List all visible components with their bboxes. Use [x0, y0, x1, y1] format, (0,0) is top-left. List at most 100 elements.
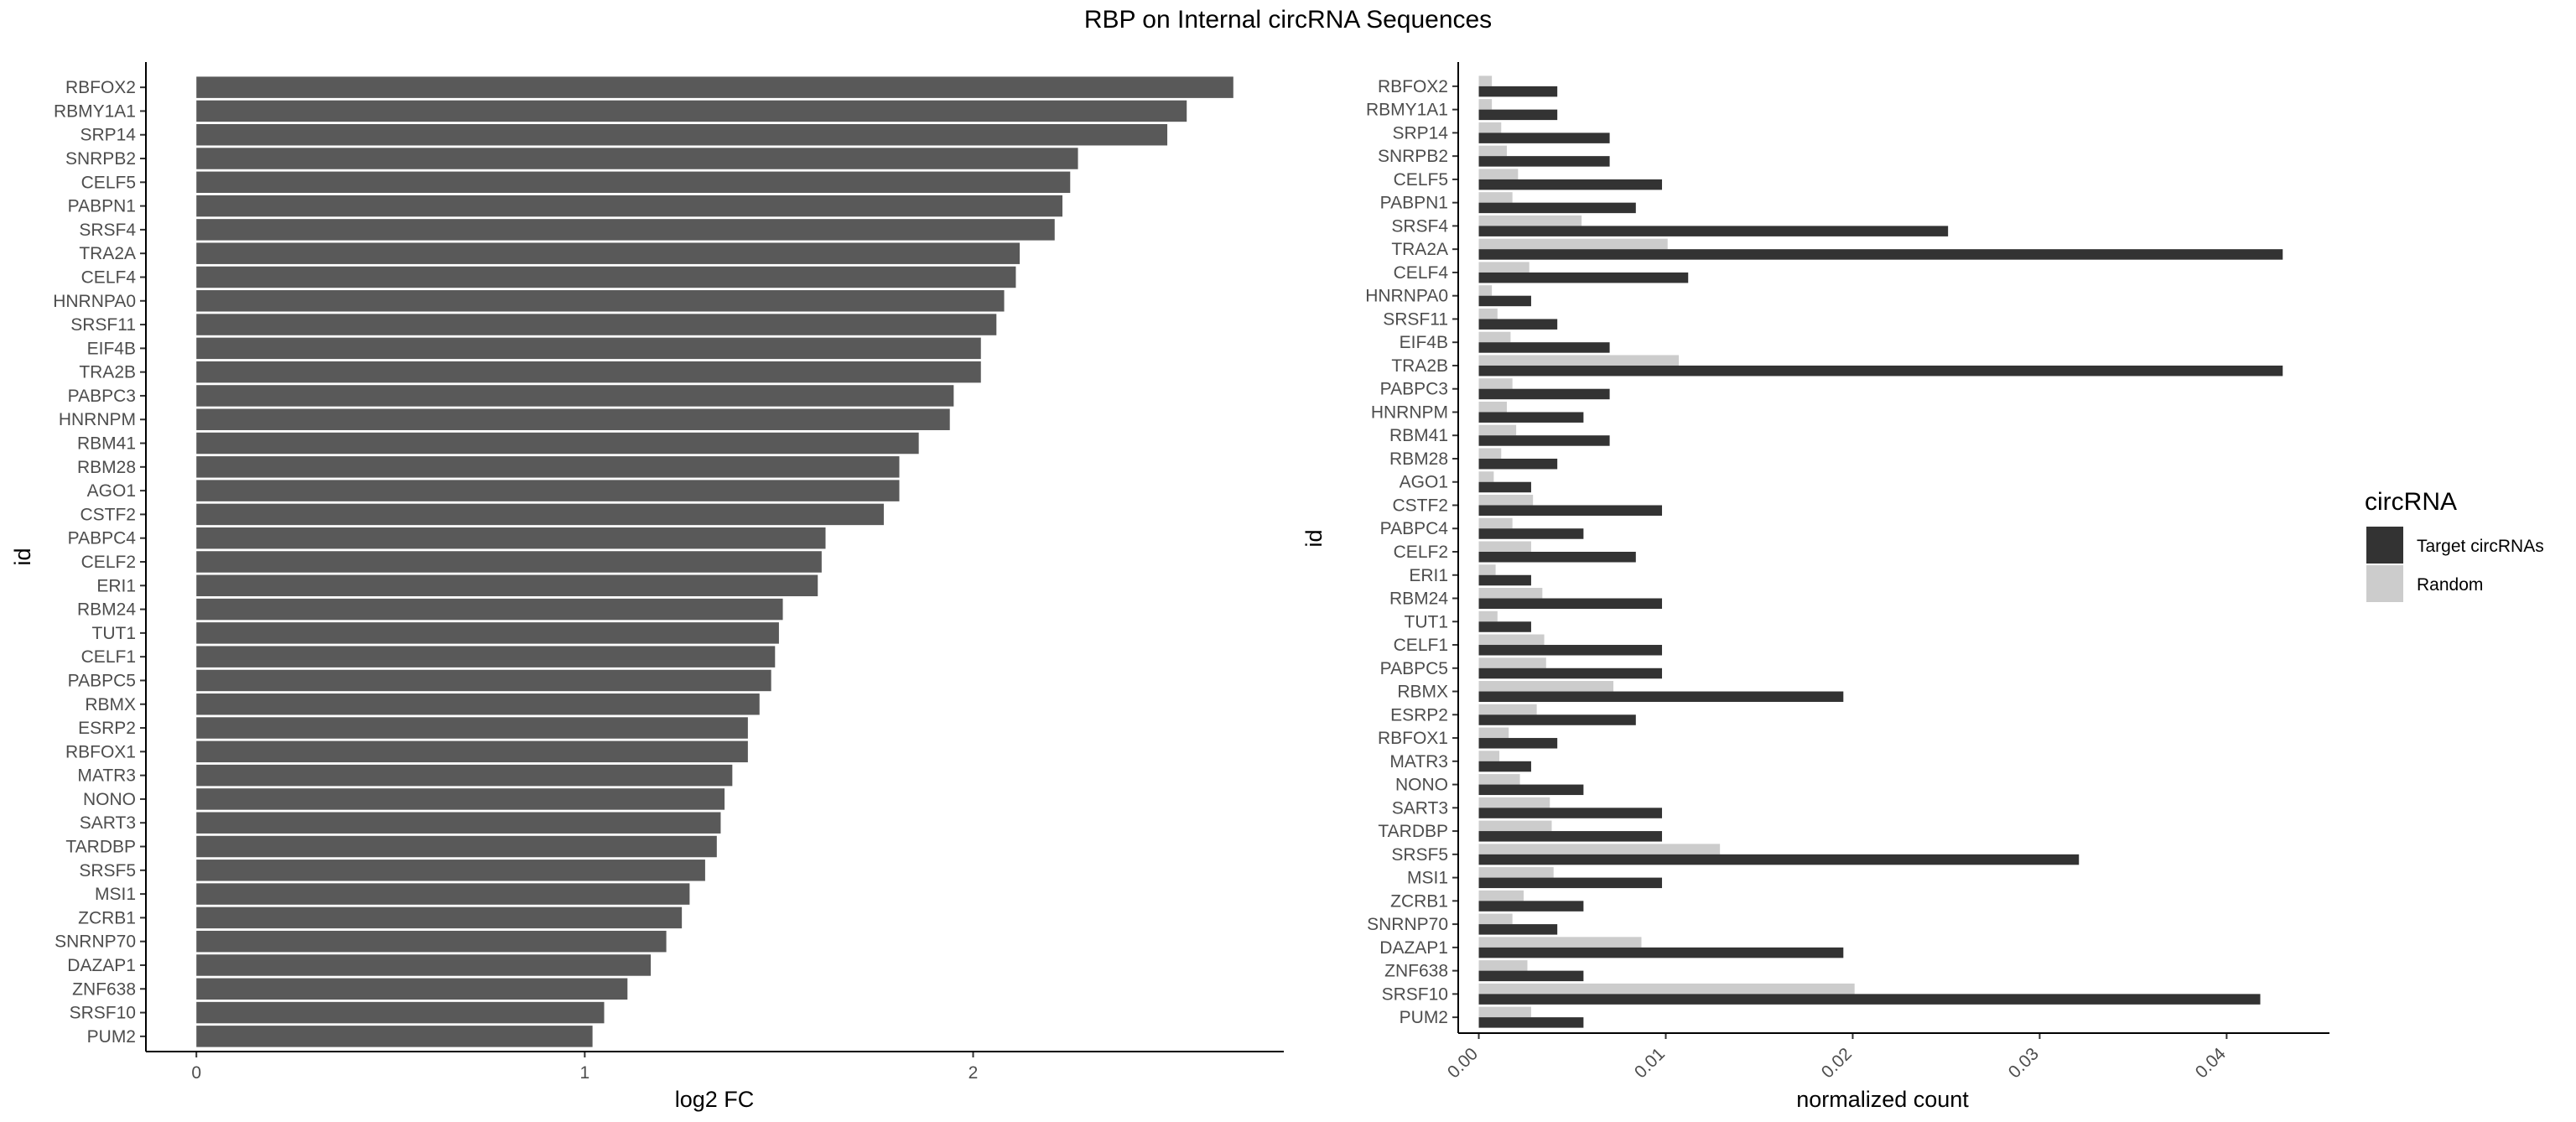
right-bar-random-pabpc3: [1478, 378, 1513, 389]
right-y-tick-label: SRSF5: [1391, 845, 1448, 865]
left-bar-pabpc5: [196, 669, 771, 692]
right-bar-random-msi1: [1478, 867, 1554, 878]
left-bar-cstf2: [196, 503, 884, 526]
left-y-tick-label: SRSF4: [79, 221, 136, 240]
left-bar-srsf4: [196, 219, 1055, 241]
right-x-tick-label: 0.02: [1818, 1044, 1856, 1082]
right-y-tick-label: CELF2: [1394, 543, 1448, 562]
right-y-tick-label: CSTF2: [1392, 496, 1448, 515]
right-x-ticks: 0.00 0.01 0.02 0.03 0.04: [1444, 1033, 2230, 1082]
left-bar-rbfox2: [196, 76, 1233, 98]
right-bar-random-celf5: [1478, 169, 1519, 179]
right-y-tick-label: EIF4B: [1400, 333, 1448, 352]
right-bar-target-celf2: [1478, 552, 1636, 563]
right-bar-target-znf638: [1478, 970, 1584, 982]
legend-key-target: [2366, 527, 2403, 564]
left-bar-srsf11: [196, 314, 997, 335]
left-y-tick-label: SNRNP70: [55, 932, 136, 952]
right-bar-target-pabpn1: [1478, 202, 1636, 214]
right-y-tick-label: NONO: [1395, 776, 1448, 795]
right-bar-random-rbm24: [1478, 588, 1543, 599]
left-y-tick-label: ERI1: [96, 576, 136, 595]
right-y-tick-label: SART3: [1392, 798, 1448, 818]
left-bar-pabpn1: [196, 195, 1063, 217]
right-bar-target-rbmx: [1478, 691, 1844, 703]
right-bar-random-rbm41: [1478, 424, 1517, 436]
left-y-tick-label: HNRNPM: [59, 410, 136, 429]
right-y-tick-label: RBFOX1: [1378, 729, 1448, 748]
left-bar-rbm24: [196, 598, 783, 621]
right-bar-random-dazap1: [1478, 937, 1642, 948]
right-bar-random-snrpb2: [1478, 145, 1507, 157]
left-bar-celf5: [196, 171, 1071, 194]
left-y-tick-label: SART3: [80, 813, 136, 833]
left-y-tick-label: MSI1: [95, 885, 136, 904]
right-bar-random-celf4: [1478, 262, 1530, 273]
right-bar-target-rbfox1: [1478, 738, 1558, 749]
right-bar-random-eif4b: [1478, 331, 1511, 343]
right-y-tick-label: PABPC5: [1380, 659, 1448, 678]
right-y-tick-label: SRSF11: [1383, 309, 1448, 329]
left-y-tick-label: AGO1: [87, 481, 136, 501]
left-y-tick-label: CSTF2: [80, 505, 136, 524]
left-y-tick-label: SRP14: [80, 126, 136, 145]
right-bar-random-zcrb1: [1478, 890, 1524, 901]
right-y-tick-label: ZCRB1: [1390, 891, 1448, 911]
right-bar-random-rbmy1a1: [1478, 99, 1493, 110]
right-bar-target-matr3: [1478, 761, 1531, 772]
right-bar-target-celf4: [1478, 272, 1689, 283]
legend-key-random: [2366, 565, 2403, 602]
right-bar-random-eri1: [1478, 564, 1496, 575]
right-bar-target-eif4b: [1478, 342, 1610, 353]
right-bar-random-tra2a: [1478, 238, 1668, 250]
right-y-tick-label: RBFOX2: [1378, 77, 1448, 96]
left-panel: RBFOX2 RBMY1A1 SRP14 SNRPB2 CELF5 PABPN1 SRSF4…: [10, 62, 1284, 1112]
left-y-tick-label: RBM24: [77, 600, 136, 620]
right-bar-target-tra2b: [1478, 365, 2283, 377]
right-y-tick-label: SRSF10: [1382, 984, 1448, 1004]
left-y-tick-label: DAZAP1: [67, 956, 136, 975]
legend-label-target: Target circRNAs: [2417, 537, 2544, 556]
left-x-tick-label: 2: [969, 1063, 979, 1083]
left-y-tick-label: CELF4: [81, 268, 137, 287]
right-y-tick-label: TRA2B: [1391, 356, 1448, 376]
right-x-tick-label: 0.01: [1631, 1044, 1669, 1082]
left-y-tick-label: PABPC4: [68, 529, 137, 548]
left-bar-pum2: [196, 1026, 593, 1047]
left-y-tick-label: PABPC5: [68, 671, 136, 690]
right-y-tick-label: AGO1: [1400, 473, 1448, 492]
right-bar-random-ago1: [1478, 471, 1494, 482]
left-bar-hnrnpa0: [196, 290, 1005, 312]
left-y-tick-label: CELF5: [81, 173, 136, 192]
right-x-tick-label: 0.03: [2005, 1044, 2043, 1082]
right-bar-random-snrnp70: [1478, 913, 1513, 925]
left-bar-tra2a: [196, 242, 1021, 264]
left-y-tick-label: NONO: [83, 790, 136, 809]
right-y-tick-label: RBM24: [1389, 590, 1448, 609]
legend-label-random: Random: [2417, 575, 2483, 595]
left-bar-hnrnpm: [196, 408, 950, 430]
right-bar-random-srsf5: [1478, 844, 1721, 854]
left-bar-rbm41: [196, 432, 919, 455]
left-bar-celf1: [196, 646, 776, 667]
left-y-tick-label: HNRNPA0: [53, 292, 136, 311]
right-bar-target-nono: [1478, 784, 1584, 796]
right-y-tick-label: RBMX: [1397, 683, 1448, 702]
left-bar-rbmx: [196, 693, 760, 715]
right-y-tick-labels: RBFOX2 RBMY1A1 SRP14 SNRPB2 CELF5 PABPN1 SRSF4…: [1365, 77, 1458, 1027]
right-bar-target-eri1: [1478, 574, 1531, 586]
left-bar-tut1: [196, 622, 779, 644]
left-y-tick-label: RBM28: [77, 458, 136, 477]
right-bar-random-tra2b: [1478, 355, 1680, 366]
right-bar-random-hnrnpm: [1478, 401, 1507, 413]
right-y-tick-label: ZNF638: [1384, 962, 1448, 981]
right-bar-random-tardbp: [1478, 820, 1552, 832]
left-bar-snrpb2: [196, 148, 1078, 169]
left-bar-tardbp: [196, 835, 717, 858]
right-y-tick-label: SRP14: [1392, 123, 1448, 143]
left-y-tick-label: SRSF5: [79, 861, 136, 880]
right-bar-random-rbfox2: [1478, 75, 1493, 86]
left-x-axis-title: log2 FC: [675, 1087, 755, 1112]
right-bar-random-sart3: [1478, 797, 1550, 808]
